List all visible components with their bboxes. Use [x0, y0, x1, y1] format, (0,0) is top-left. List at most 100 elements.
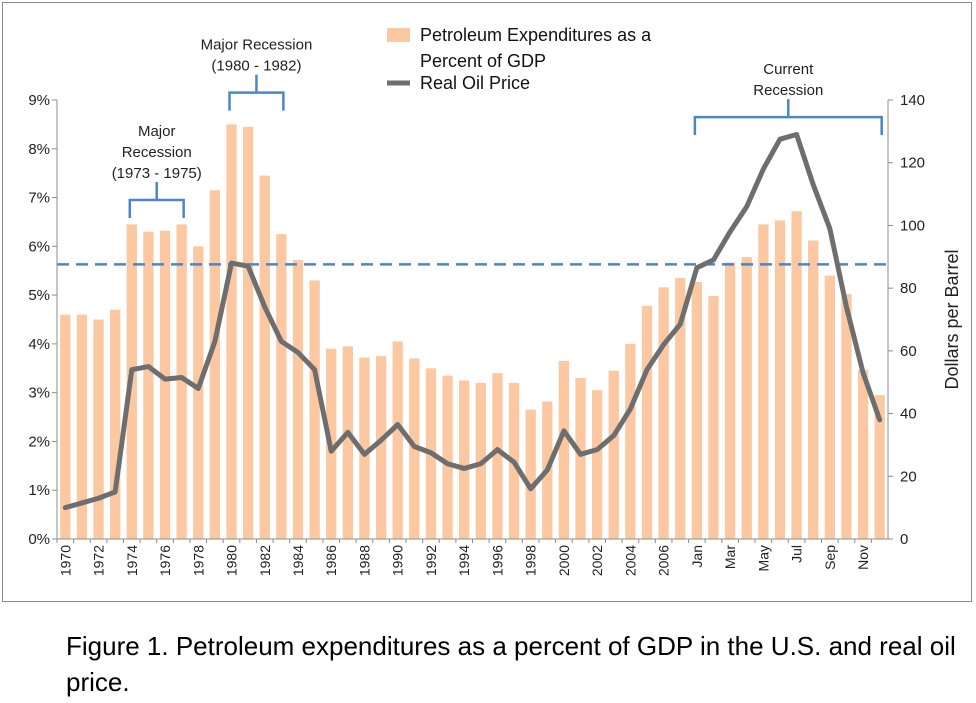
y-right-tick-label: 40: [900, 406, 917, 423]
bar-1993: [442, 375, 453, 539]
y-left-tick-label: 2%: [28, 433, 50, 450]
bar-2001: [575, 378, 586, 539]
x-tick-label: 1996: [489, 545, 505, 576]
annotation-text: (1980 - 1982): [211, 58, 301, 75]
y-left-tick-label: 9%: [28, 92, 50, 109]
x-tick-label: Sep: [822, 545, 838, 570]
annotation-text: Major Recession: [201, 37, 313, 54]
y-left-tick-label: 6%: [28, 238, 50, 255]
bar-Aug: [808, 240, 819, 540]
figure-caption: Figure 1. Petroleum expenditures as a pe…: [66, 631, 956, 697]
y-right-tick-label: 20: [900, 468, 917, 485]
x-tick-label: 1988: [356, 545, 372, 576]
x-tick-label: Mar: [722, 545, 738, 569]
annotation-text: (1973 - 1975): [112, 165, 202, 182]
bar-1985: [309, 280, 320, 539]
x-tick-label: 2004: [622, 545, 638, 576]
y-right-tick-label: 0: [900, 531, 908, 548]
bar-1983: [276, 234, 287, 539]
bar-1970: [60, 314, 71, 539]
bar-1996: [492, 373, 503, 539]
annotation-text: Major: [138, 123, 176, 140]
bar-Jan: [691, 281, 703, 539]
bar-1972: [93, 319, 104, 539]
recession-bracket: [693, 99, 883, 136]
x-tick-label: 1998: [523, 545, 539, 576]
bar-1998: [525, 409, 536, 539]
x-tick-label: 1974: [124, 545, 140, 576]
bar-2002: [592, 390, 603, 539]
x-tick-label: 2000: [556, 545, 572, 576]
recession-bracket: [228, 74, 285, 111]
bar-1989: [375, 356, 387, 539]
bar-1984: [292, 259, 304, 539]
y-left-tick-label: 0%: [28, 531, 50, 548]
annotation-text: Recession: [122, 144, 192, 161]
x-tick-label: 1972: [91, 545, 107, 576]
bar-Feb: [708, 296, 719, 539]
bar-1976: [159, 230, 171, 539]
bar-2005: [641, 305, 653, 539]
bar-1994: [459, 380, 470, 539]
bar-1977: [176, 224, 187, 539]
legend-label-line: Real Oil Price: [420, 73, 530, 93]
x-tick-label: 1984: [290, 545, 306, 576]
bar-1975: [143, 231, 154, 539]
x-tick-label: 2006: [656, 545, 672, 576]
y-right-tick-label: 140: [900, 92, 925, 109]
legend-swatch-bar: [387, 28, 410, 42]
bar-1971: [76, 314, 88, 539]
y-left-tick-label: 1%: [28, 482, 50, 499]
bar-Dec: [874, 395, 885, 539]
y-left-tick-label: 5%: [28, 287, 50, 304]
annotation-text: Recession: [753, 82, 823, 99]
x-tick-label: 1986: [323, 545, 339, 576]
bar-May: [758, 224, 769, 539]
bar-1987: [342, 346, 353, 539]
y-left-tick-label: 3%: [28, 385, 50, 402]
bar-Jul: [791, 211, 802, 539]
x-tick-label: 1992: [423, 545, 439, 576]
bar-1981: [242, 126, 254, 539]
series-line-real-oil-price: [62, 131, 883, 511]
bar-Sep: [824, 275, 835, 539]
x-tick-label: May: [755, 545, 771, 571]
x-tick-label: 1976: [157, 545, 173, 576]
bar-Apr: [741, 257, 752, 539]
bar-1979: [209, 190, 221, 540]
bar-1982: [259, 175, 270, 540]
bar-Jun: [774, 220, 786, 540]
x-tick-label: Jan: [689, 545, 705, 568]
x-tick-label: 1990: [390, 545, 406, 576]
bar-1978: [193, 246, 204, 539]
legend-label-bar: Petroleum Expenditures as a: [420, 25, 652, 45]
legend-label-bar: Percent of GDP: [420, 51, 546, 71]
y-right-tick-label: 100: [900, 217, 925, 234]
annotation-text: Current: [763, 61, 814, 78]
y-right-tick-label: 80: [900, 280, 917, 297]
bar-Mar: [724, 262, 736, 539]
y-left-tick-label: 8%: [28, 141, 50, 158]
bar-1990: [392, 341, 403, 539]
bar-2000: [558, 360, 570, 539]
bar-Oct: [841, 294, 852, 539]
chart-svg: 0% 1% 2% 3% 4% 5% 6% 7% 8% 9% 0 20 40 60 80 100 120 140 Do…: [2, 2, 972, 602]
bar-2007: [675, 278, 686, 539]
chart-frame: 0% 1% 2% 3% 4% 5% 6% 7% 8% 9% 0 20 40 60 80 100 120 140 Do…: [2, 2, 972, 602]
x-tick-label: 1982: [257, 545, 273, 576]
bar-Nov: [857, 369, 869, 539]
y-left-tick-label: 7%: [28, 190, 50, 207]
bar-1973: [110, 309, 121, 539]
y-right-tick-label: 60: [900, 343, 917, 360]
recession-bracket: [128, 181, 185, 218]
x-tick-label: 1978: [190, 545, 206, 576]
bar-2006: [658, 287, 669, 539]
bar-2003: [608, 370, 619, 539]
y-right-axis-label: Dollars per Barrel: [942, 249, 962, 389]
x-tick-label: 1994: [456, 545, 472, 576]
bar-1980: [226, 124, 237, 539]
x-tick-label: 2002: [589, 545, 605, 576]
x-tick-label: Jul: [789, 545, 805, 563]
bar-1988: [359, 357, 370, 539]
y-left-tick-label: 4%: [28, 336, 50, 353]
